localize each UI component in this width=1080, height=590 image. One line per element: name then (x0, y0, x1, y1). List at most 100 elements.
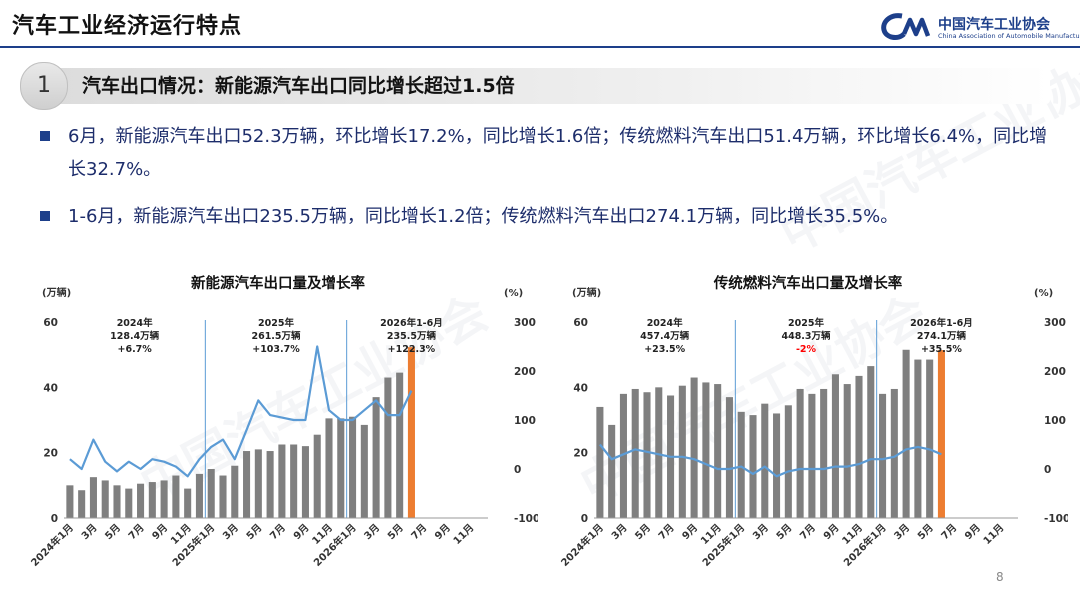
bar-export-volume (596, 406, 604, 518)
bar-export-volume (890, 388, 898, 518)
bullet-square-icon (40, 211, 50, 221)
bar-export-volume (879, 393, 887, 518)
bar-export-volume (619, 393, 627, 518)
x-tick-label: 9月 (821, 522, 841, 542)
bar-export-volume (914, 359, 922, 518)
x-tick-label: 3月 (220, 522, 240, 542)
bar-export-volume (266, 451, 274, 518)
y-tick-label: 60 (573, 317, 588, 329)
bar-export-volume (714, 384, 722, 518)
caam-logo: 中国汽车工业协会 China Association of Automobile… (880, 12, 1080, 44)
bar-export-volume (148, 482, 156, 518)
annotation-period: 2024年 (117, 317, 153, 329)
chart-title: 新能源汽车出口量及增长率 (191, 276, 365, 292)
y-tick-label: 20 (573, 448, 588, 460)
x-tick-label: 11月 (981, 522, 1006, 547)
annotation-period: 2026年1-6月 (380, 317, 443, 329)
y-tick-label: 60 (43, 317, 58, 329)
bar-export-volume (796, 388, 804, 518)
x-tick-label: 7月 (268, 522, 288, 542)
bar-export-volume (725, 397, 733, 518)
annotation-period: 2025年 (788, 317, 824, 329)
top-bar: 汽车工业经济运行特点 中国汽车工业协会 China Association of… (0, 0, 1080, 48)
bar-export-volume (372, 397, 380, 518)
y-axis-label: (万辆) (572, 286, 601, 299)
chart-ice-exports: (万辆) (%) 0 20 40 60 -100 0 100 200 300 2024年1月 3月 5月 7… (548, 268, 1068, 580)
y-tick-label: 40 (43, 382, 58, 394)
annotation-total: 235.5万辆 (387, 330, 437, 342)
logo-chinese-name: 中国汽车工业协会 (938, 17, 1050, 33)
bar-export-volume (773, 413, 781, 518)
bar-export-volume (867, 366, 875, 518)
bar-export-volume (360, 424, 368, 518)
bar-export-volume (737, 411, 745, 518)
bar-export-volume (243, 451, 251, 518)
annotation-total: 457.4万辆 (640, 330, 690, 342)
bullet-point: 1-6月，新能源汽车出口235.5万辆，同比增长1.2倍；传统燃料汽车出口274… (40, 200, 1050, 268)
annotation-growth: +23.5% (644, 344, 685, 355)
x-tick-label: 9月 (291, 522, 311, 542)
bar-export-volume (855, 375, 863, 518)
x-tick-label: 2024年1月 (558, 521, 606, 569)
annotation-growth: +122.3% (388, 344, 436, 355)
bar-export-volume (608, 424, 616, 518)
x-tick-label: 7月 (656, 522, 676, 542)
bar-export-volume (195, 473, 203, 518)
x-tick-label: 7月 (798, 522, 818, 542)
bar-export-volume (113, 485, 121, 518)
bar-export-volume (301, 446, 309, 518)
bar-export-volume (749, 415, 757, 518)
bar-export-volume (761, 403, 769, 518)
x-tick-label: 9月 (432, 522, 452, 542)
annotation-growth: +35.5% (921, 344, 962, 355)
page-number: 8 (996, 570, 1004, 584)
bar-export-volume (407, 347, 415, 518)
bullet-square-icon (40, 131, 50, 141)
caam-logo-icon (881, 13, 931, 40)
annotation-growth: +103.7% (252, 344, 300, 355)
bar-export-volume (678, 385, 686, 518)
x-tick-label: 5月 (103, 522, 123, 542)
y-tick-label: 0 (51, 513, 58, 525)
y-tick-label: 20 (43, 448, 58, 460)
y2-tick-label: 300 (1044, 317, 1066, 329)
x-tick-label: 7月 (126, 522, 146, 542)
x-tick-label: 3月 (79, 522, 99, 542)
x-tick-label: 3月 (362, 522, 382, 542)
bar-export-volume (325, 418, 333, 518)
bar-export-volume (231, 465, 239, 518)
x-tick-label: 9月 (150, 522, 170, 542)
y2-axis-label: (%) (1034, 288, 1053, 299)
annotation-total: 128.4万辆 (110, 330, 160, 342)
y2-tick-label: 100 (1044, 415, 1066, 427)
bullet-text: 6月，新能源汽车出口52.3万辆，环比增长17.2%，同比增长1.6倍；传统燃料… (68, 126, 1048, 180)
y-tick-label: 40 (573, 382, 588, 394)
bar-export-volume (219, 475, 227, 518)
bar-export-volume (902, 349, 910, 518)
x-tick-label: 7月 (409, 522, 429, 542)
bar-export-volume (66, 485, 74, 518)
section-title: 汽车出口情况：新能源汽车出口同比增长超过1.5倍 (82, 75, 515, 97)
bar-export-volume (702, 382, 710, 518)
annotation-period: 2026年1-6月 (910, 317, 973, 329)
chart-nev-exports: (万辆) (%) 0 20 40 60 -100 0 100 200 300 2024年1月 3月 5月 7… (18, 268, 538, 580)
annotation-total: 261.5万辆 (251, 330, 301, 342)
bar-export-volume (349, 416, 357, 518)
bar-export-volume (843, 384, 851, 518)
bar-export-volume (690, 377, 698, 518)
bar-export-volume (137, 483, 145, 518)
y2-tick-label: 0 (514, 464, 521, 476)
bar-export-volume (337, 418, 345, 518)
bar-export-volume (831, 374, 839, 518)
y2-tick-label: 100 (514, 415, 536, 427)
x-tick-label: 5月 (244, 522, 264, 542)
y-axis-label: (万辆) (42, 286, 71, 299)
x-tick-label: 5月 (774, 522, 794, 542)
annotation-period: 2024年 (647, 317, 683, 329)
y2-tick-label: 200 (1044, 366, 1066, 378)
bar-export-volume (160, 480, 168, 518)
bar-export-volume (313, 434, 321, 518)
bar-export-volume (278, 444, 286, 518)
bar-export-volume (631, 388, 639, 518)
